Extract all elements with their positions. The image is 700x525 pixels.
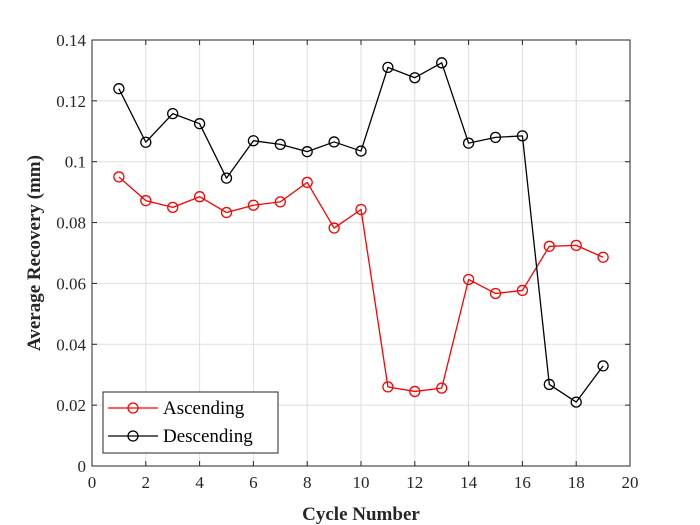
data-point-ascending xyxy=(113,171,125,183)
data-point-ascending xyxy=(462,273,475,286)
data-point-descending xyxy=(328,136,340,148)
data-point-descending xyxy=(355,145,367,157)
y-tick-label: 0.04 xyxy=(56,335,86,354)
y-axis-title: Average Recovery (mm) xyxy=(24,155,45,351)
x-tick-label: 2 xyxy=(142,473,151,492)
legend-box xyxy=(102,391,279,454)
data-point-descending xyxy=(140,136,152,148)
x-tick-label: 12 xyxy=(406,473,423,492)
data-point-descending xyxy=(436,57,448,69)
data-point-descending xyxy=(113,83,125,95)
data-point-ascending xyxy=(516,284,529,297)
data-point-ascending xyxy=(193,191,206,203)
y-tick-label: 0.1 xyxy=(65,153,86,172)
data-point-descending xyxy=(220,172,233,184)
series-line-ascending xyxy=(118,176,604,393)
x-tick-label: 0 xyxy=(88,473,97,492)
data-point-descending xyxy=(543,378,555,391)
ticks: 0 2 4 6 8 10 12 14 16 18 20 0 0.02 0.04 0.06 0.08 0.1 0.1… xyxy=(56,31,638,492)
data-point-descending xyxy=(489,131,502,144)
data-point-ascending xyxy=(167,201,179,214)
data-point-descending xyxy=(167,107,179,120)
x-tick-label: 16 xyxy=(514,473,531,492)
data-point-ascending xyxy=(382,381,394,393)
series-layer xyxy=(113,57,609,408)
data-point-ascending xyxy=(543,240,555,252)
data-point-descending xyxy=(570,396,582,408)
data-point-descending xyxy=(409,72,421,84)
x-tick-label: 14 xyxy=(460,473,478,492)
data-point-ascending xyxy=(220,206,233,219)
data-point-descending xyxy=(193,118,206,130)
data-point-ascending xyxy=(355,203,367,216)
data-point-ascending xyxy=(597,251,609,263)
data-point-ascending xyxy=(409,385,421,398)
legend-label-ascending: Ascending xyxy=(163,398,245,419)
data-point-descending xyxy=(382,61,394,74)
data-point-ascending xyxy=(570,239,582,252)
y-tick-label: 0.08 xyxy=(56,214,86,233)
x-tick-label: 20 xyxy=(622,473,639,492)
x-tick-label: 4 xyxy=(195,473,204,492)
data-point-ascending xyxy=(489,287,502,300)
x-tick-label: 8 xyxy=(303,473,312,492)
legend: Ascending Descending xyxy=(102,391,279,454)
y-tick-label: 0.02 xyxy=(56,396,86,415)
x-tick-label: 6 xyxy=(249,473,258,492)
x-tick-label: 18 xyxy=(568,473,585,492)
x-tick-label: 10 xyxy=(353,473,370,492)
data-point-ascending xyxy=(247,199,260,211)
y-tick-label: 0.12 xyxy=(56,92,86,111)
y-tick-label: 0.06 xyxy=(56,274,86,293)
data-point-ascending xyxy=(274,196,286,208)
data-point-descending xyxy=(597,360,609,372)
y-tick-label: 0 xyxy=(78,457,87,476)
legend-marker-descending xyxy=(127,430,139,442)
data-point-descending xyxy=(247,135,260,147)
legend-marker-ascending xyxy=(127,402,139,414)
data-point-ascending xyxy=(301,176,313,189)
data-point-descending xyxy=(462,137,475,149)
data-point-ascending xyxy=(140,195,152,207)
legend-label-descending: Descending xyxy=(163,426,253,447)
y-tick-label: 0.14 xyxy=(56,31,86,50)
series-line-descending xyxy=(118,62,604,403)
data-point-descending xyxy=(274,138,286,151)
data-point-descending xyxy=(516,130,529,142)
data-point-ascending xyxy=(328,222,340,234)
data-point-ascending xyxy=(436,382,448,394)
data-point-descending xyxy=(301,146,313,158)
x-axis-title: Cycle Number xyxy=(302,504,420,525)
